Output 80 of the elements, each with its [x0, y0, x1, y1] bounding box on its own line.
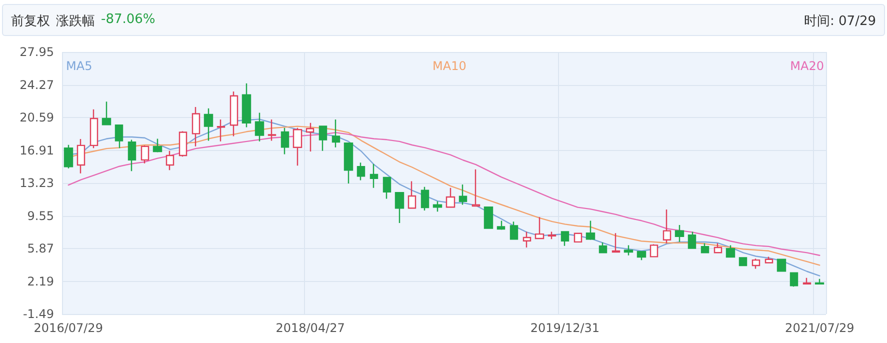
candlestick	[152, 138, 162, 153]
candlestick	[560, 231, 570, 247]
candlestick	[370, 163, 378, 188]
candlestick	[306, 122, 314, 152]
candlestick	[140, 144, 150, 164]
candlestick	[268, 118, 276, 142]
candlestick	[636, 251, 646, 261]
candlestick	[598, 242, 608, 254]
y-tick-label: 24.27	[20, 78, 54, 92]
y-tick-label: 13.23	[20, 176, 54, 190]
candlestick	[128, 139, 136, 172]
candlestick	[472, 168, 480, 207]
candlestick	[688, 231, 696, 249]
candlestick	[280, 127, 290, 155]
candlestick	[64, 144, 74, 170]
candlestick	[114, 124, 124, 149]
candlestick	[458, 184, 468, 206]
candlestick	[574, 232, 582, 243]
candlestick	[356, 162, 366, 181]
candlestick	[242, 82, 252, 128]
candlestick	[814, 278, 824, 285]
x-tick-label: 2016/07/29	[34, 321, 103, 335]
candlestick	[674, 224, 684, 243]
text: 时间: 07/29	[804, 13, 876, 30]
chart-subtitle: 涨跌幅	[56, 13, 95, 30]
y-tick-label: 16.91	[20, 143, 54, 158]
candlestick	[166, 150, 174, 171]
x-tick-label: 2021/07/29	[785, 321, 854, 335]
candlestick	[90, 108, 98, 149]
candlestick	[408, 180, 416, 209]
candlestick	[522, 231, 532, 248]
candlestick	[496, 220, 506, 230]
candlestick	[534, 216, 544, 240]
candlestick	[650, 244, 658, 258]
candlestick	[254, 112, 264, 142]
candlestick	[318, 126, 328, 152]
candlestick	[216, 118, 226, 142]
candlestick	[178, 130, 188, 158]
text: -87.06%	[101, 12, 156, 27]
candlestick	[624, 244, 634, 256]
y-tick-label: 5.87	[27, 242, 54, 256]
candlestick	[332, 118, 340, 148]
x-tick-label: 2018/04/27	[276, 321, 345, 335]
candlestick	[548, 231, 556, 240]
text: MA10	[432, 59, 466, 73]
y-tick-label: 2.19	[27, 274, 54, 288]
candlestick	[510, 221, 518, 240]
candlestick	[230, 90, 238, 137]
candlestick	[432, 200, 442, 212]
candlestick	[102, 101, 112, 126]
chart-title: 前复权	[11, 13, 50, 30]
candlestick	[192, 106, 200, 148]
text: MA20	[790, 59, 824, 73]
candlestick	[344, 142, 354, 184]
candlestick	[76, 138, 86, 174]
candlestick	[484, 206, 494, 229]
candlestick	[790, 272, 798, 288]
y-tick-label: 20.59	[20, 110, 54, 124]
candlestick	[776, 258, 786, 272]
candlestick	[726, 244, 736, 258]
candlestick	[446, 187, 456, 208]
y-tick-label: -1.49	[22, 307, 54, 321]
candlestick	[752, 258, 760, 270]
y-tick-label: 27.95	[20, 45, 54, 59]
text: MA5	[66, 59, 92, 73]
x-tick-label: 2019/12/31	[530, 321, 600, 335]
candlestick	[394, 192, 404, 224]
candlestick	[204, 108, 214, 142]
candlestick	[292, 127, 302, 166]
candlestick	[586, 220, 596, 240]
candlestick	[420, 186, 430, 212]
y-tick-label: 9.55	[27, 208, 54, 223]
candlestick	[714, 242, 722, 254]
candlestick	[802, 277, 812, 285]
candlestick	[700, 242, 710, 254]
candlestick	[612, 232, 620, 253]
candlestick	[662, 208, 672, 244]
candlestick	[738, 257, 748, 266]
candlestick	[382, 176, 392, 200]
candlestick	[764, 256, 774, 264]
